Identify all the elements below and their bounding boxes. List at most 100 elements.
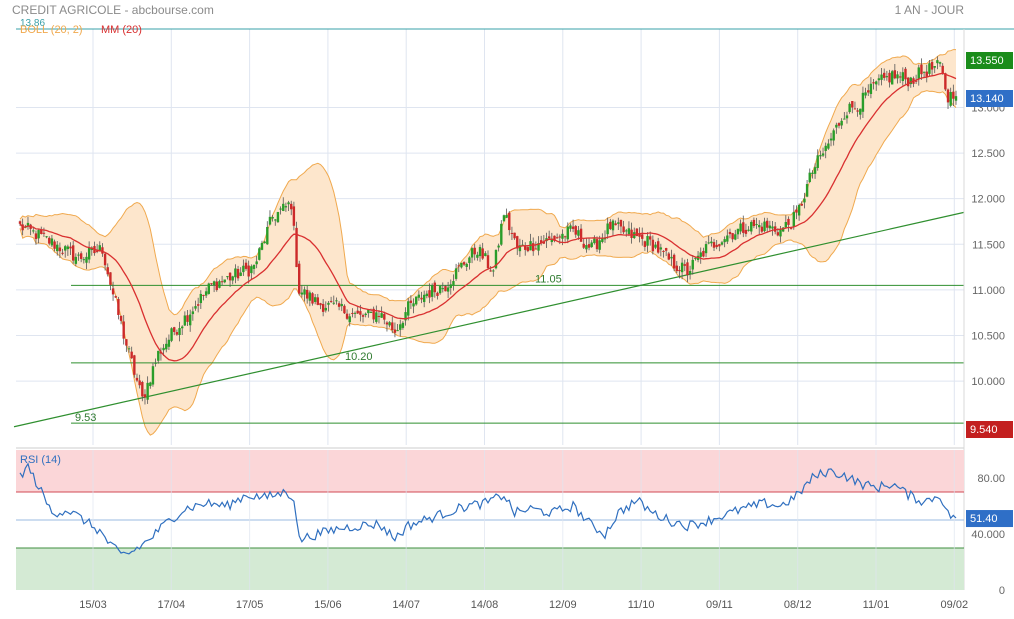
candle — [641, 227, 644, 246]
candle-body — [930, 61, 934, 70]
candle — [188, 309, 192, 332]
candle-body — [130, 351, 133, 359]
candle — [614, 220, 617, 226]
candle — [111, 281, 115, 301]
candle-body — [859, 108, 862, 115]
candle-body — [377, 315, 381, 317]
candle-body — [720, 242, 724, 245]
candle-body — [66, 246, 70, 250]
x-tick-label: 17/05 — [236, 599, 264, 611]
candle — [255, 256, 258, 269]
candle-body — [513, 232, 516, 239]
candle — [311, 292, 314, 306]
candle — [34, 230, 38, 245]
candle-body — [157, 350, 160, 361]
candle-body — [619, 219, 623, 227]
candle-body — [880, 74, 883, 80]
candle-body — [944, 73, 947, 90]
candle — [122, 315, 125, 345]
candle-body — [598, 240, 601, 250]
candle-body — [662, 250, 665, 252]
candle — [901, 67, 905, 86]
candle — [271, 215, 274, 222]
candle — [473, 243, 476, 261]
candle — [691, 255, 694, 275]
candle-body — [699, 252, 702, 257]
candle-body — [441, 288, 444, 290]
candle — [585, 238, 588, 253]
candle — [412, 298, 415, 314]
candle — [952, 84, 955, 106]
candle — [393, 322, 397, 338]
candle-body — [141, 382, 144, 397]
candle-body — [319, 303, 322, 306]
candle — [518, 238, 522, 257]
candle-body — [896, 74, 899, 79]
candle-body — [95, 250, 99, 252]
candle-body — [888, 72, 891, 83]
candle — [135, 373, 139, 383]
candle — [218, 279, 221, 289]
candle-body — [165, 343, 168, 350]
candle — [853, 101, 857, 110]
candle — [407, 298, 410, 321]
candle — [805, 179, 809, 198]
candle-body — [109, 272, 112, 285]
price-panel: 10.00010.50011.00011.50012.00012.50013.0… — [13, 18, 1014, 590]
candle-body — [843, 118, 846, 120]
candle-body — [271, 217, 274, 219]
candle — [64, 244, 67, 258]
candle — [728, 228, 732, 239]
candle — [428, 283, 431, 304]
candle-body — [181, 326, 184, 329]
candle-body — [167, 339, 171, 347]
candle-body — [79, 253, 83, 259]
candle-body — [393, 329, 397, 333]
price-tick-label: 10.500 — [971, 331, 1005, 343]
candle-body — [614, 223, 617, 226]
candle-body — [611, 220, 615, 231]
candle — [449, 279, 452, 295]
candle-body — [380, 313, 383, 318]
candle-body — [840, 120, 843, 126]
candle — [244, 259, 248, 271]
candle-body — [787, 218, 790, 225]
candle-body — [50, 238, 54, 246]
candle-body — [133, 355, 136, 375]
candle-body — [715, 244, 718, 248]
candle — [202, 294, 205, 301]
candle-body — [321, 303, 325, 312]
candle-body — [537, 243, 540, 251]
x-tick-label: 15/03 — [79, 599, 107, 611]
candle-body — [175, 332, 179, 335]
candle — [167, 334, 171, 350]
candle-body — [313, 297, 317, 302]
candle-body — [194, 306, 197, 309]
candle — [654, 241, 657, 250]
candle-body — [196, 304, 200, 306]
candle — [484, 251, 487, 257]
last-price-badge-bg — [966, 90, 1013, 107]
candle-body — [534, 248, 538, 250]
candle-body — [154, 362, 157, 364]
candle — [928, 60, 931, 77]
candle — [715, 240, 718, 250]
candle — [875, 80, 878, 91]
rsi-last-badge-bg — [966, 510, 1013, 528]
candle-body — [282, 203, 285, 211]
candle-body — [178, 328, 181, 336]
candle — [101, 243, 104, 257]
candle-body — [356, 310, 359, 314]
rsi-last-badge: 51.40 — [966, 510, 1013, 528]
candle-body — [77, 254, 80, 256]
candle-body — [606, 223, 609, 235]
candle — [582, 238, 585, 249]
rsi-tick-label: 40.000 — [971, 529, 1005, 541]
candle-body — [718, 244, 721, 247]
candle-body — [191, 311, 195, 315]
candle-body — [260, 242, 264, 250]
candle — [694, 257, 697, 261]
candle — [252, 264, 256, 275]
candle — [864, 87, 867, 99]
high-price-badge-text: 13.550 — [970, 55, 1004, 67]
